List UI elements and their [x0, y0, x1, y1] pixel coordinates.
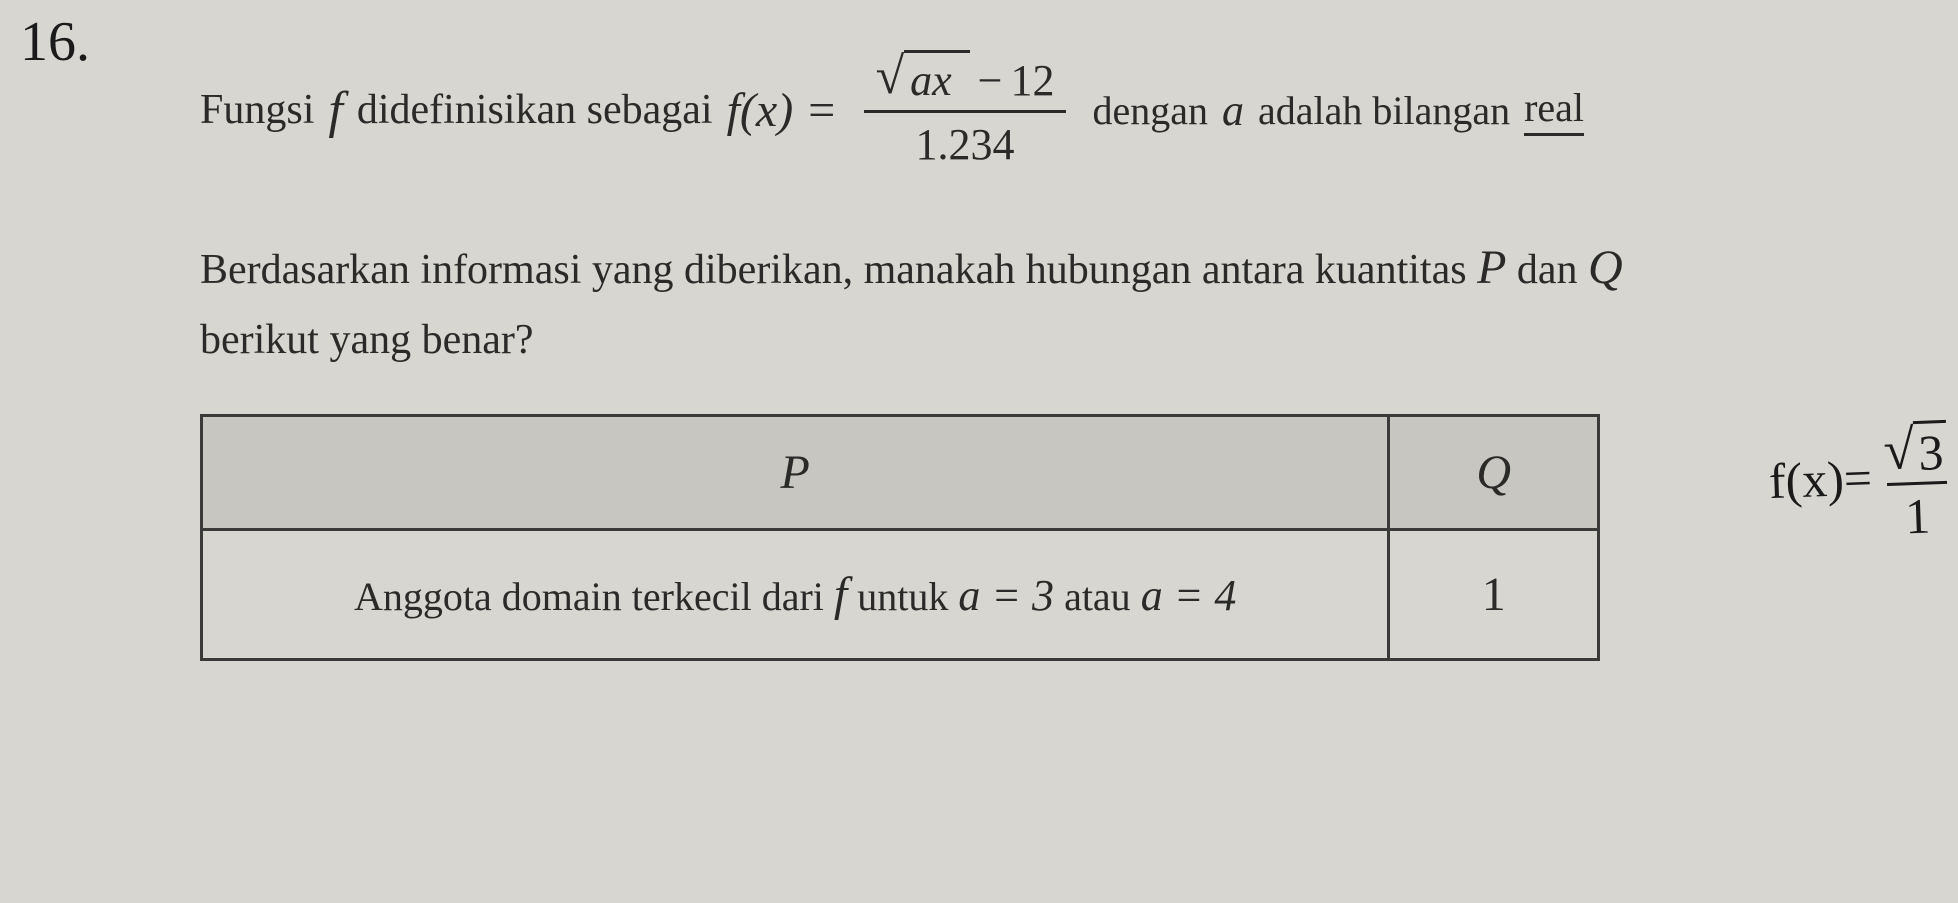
header-p: P — [202, 415, 1389, 529]
cell-p-text2: untuk — [857, 574, 948, 619]
minus-sign: − — [978, 55, 1003, 106]
function-symbol-f: f — [328, 81, 342, 140]
table-row: Anggota domain terkecil dari f untuk a =… — [202, 529, 1599, 659]
text-adalah-bilangan: adalah bilangan — [1258, 87, 1510, 134]
hw-fx: f(x)= — [1767, 450, 1872, 510]
fraction-expression: √ ax − 12 1.234 — [864, 50, 1067, 170]
cell-p-eq2: a = 4 — [1141, 571, 1237, 620]
variable-q: Q — [1588, 241, 1623, 294]
sqrt-radicand: ax — [904, 50, 970, 106]
variable-p: P — [1477, 241, 1506, 294]
fx-equals: f(x) = — [727, 83, 838, 138]
cell-p-f: f — [834, 568, 847, 621]
hw-fraction: √ 3 1 — [1882, 417, 1950, 546]
text-berikut: berikut yang benar? — [200, 317, 534, 363]
hw-sqrt-icon: √ — [1882, 418, 1915, 483]
text-dan: dan — [1517, 247, 1578, 293]
header-q: Q — [1389, 415, 1599, 529]
pq-table: P Q Anggota domain terkecil dari f untuk… — [200, 414, 1600, 661]
handwritten-annotation: f(x)= √ 3 1 — [1766, 417, 1950, 550]
cell-p-text1: Anggota domain terkecil dari — [354, 574, 824, 619]
hw-numerator: √ 3 — [1882, 417, 1948, 483]
numerator: √ ax − 12 — [864, 50, 1067, 110]
sqrt-icon: √ — [876, 56, 905, 112]
cell-p-eq1: a = 3 — [958, 571, 1054, 620]
cell-p: Anggota domain terkecil dari f untuk a =… — [202, 529, 1389, 659]
variable-a: a — [1222, 85, 1244, 136]
hw-sqrt-content: 3 — [1913, 420, 1948, 482]
table-header-row: P Q — [202, 415, 1599, 529]
text-real: real — [1524, 84, 1584, 136]
problem-body: Fungsi f didefinisikan sebagai f(x) = √ … — [200, 50, 1908, 661]
denominator: 1.234 — [916, 113, 1015, 170]
hw-denominator: 1 — [1904, 485, 1931, 546]
text-dengan: dengan — [1092, 87, 1208, 134]
question-number: 16. — [20, 10, 90, 74]
sqrt-expression: √ ax — [876, 50, 970, 106]
question-paragraph: Berdasarkan informasi yang diberikan, ma… — [200, 230, 1908, 374]
cell-p-or: atau — [1064, 574, 1131, 619]
text-fungsi: Fungsi — [200, 86, 314, 134]
text-didefinisikan: didefinisikan sebagai — [357, 86, 713, 134]
pq-table-container: P Q Anggota domain terkecil dari f untuk… — [200, 414, 1600, 661]
text-berdasarkan: Berdasarkan informasi yang diberikan, ma… — [200, 247, 1467, 293]
function-definition-line: Fungsi f didefinisikan sebagai f(x) = √ … — [200, 50, 1908, 170]
cell-q: 1 — [1389, 529, 1599, 659]
constant-12: 12 — [1010, 55, 1054, 106]
